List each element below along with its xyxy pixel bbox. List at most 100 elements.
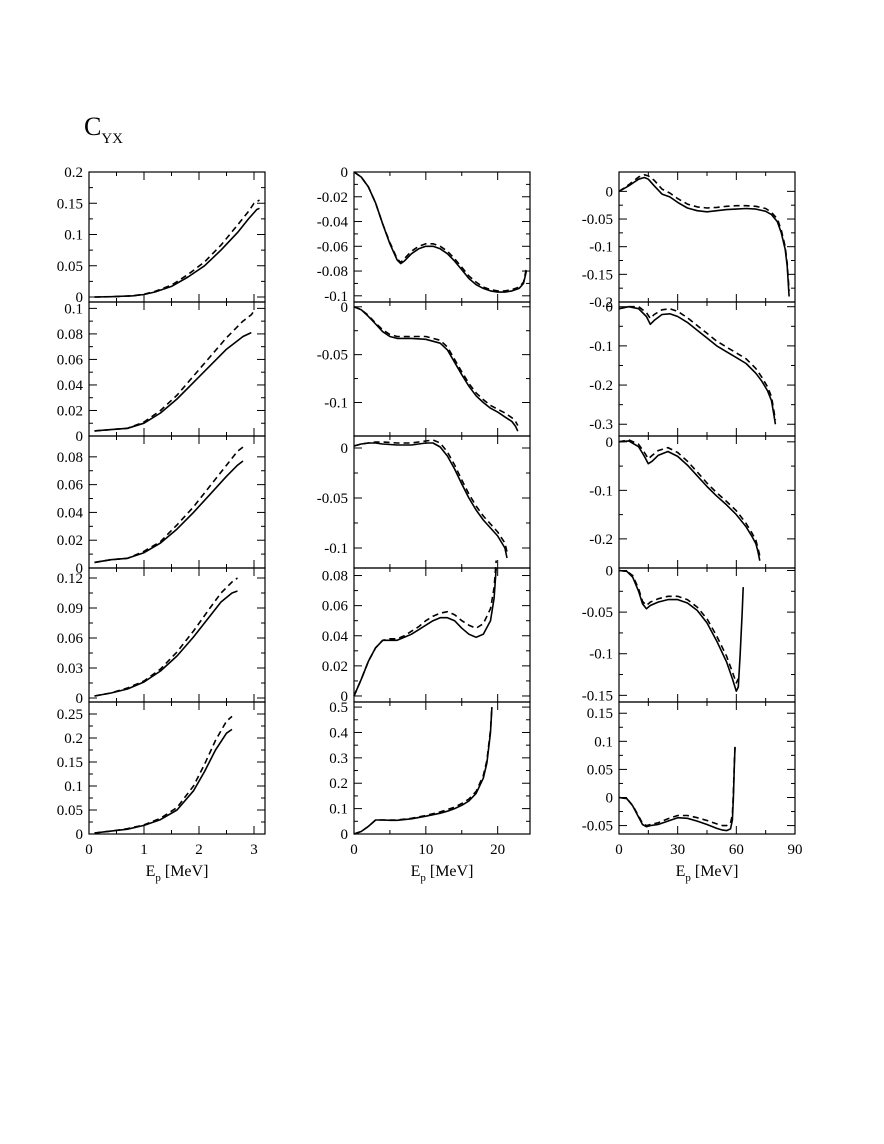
series-line-solid-c3-r3 <box>618 440 761 561</box>
series-line-dashed-c1-r3 <box>94 446 244 564</box>
y-tick-label: 0 <box>606 300 614 316</box>
y-tick-label: 0.1 <box>594 734 613 750</box>
y-tick-label: 0.02 <box>322 659 348 675</box>
x-tick-label: 0 <box>350 842 358 858</box>
series-line-solid-c2-r4 <box>353 567 497 697</box>
panel-frame-c1-r3 <box>88 435 266 569</box>
y-tick-label: -0.15 <box>582 267 613 283</box>
y-tick-label: -0.1 <box>324 289 348 305</box>
y-tick-label: -0.05 <box>582 212 613 228</box>
series-line-dashed-c2-r5 <box>353 707 493 835</box>
y-tick-label: -0.06 <box>317 239 349 255</box>
series-line-dashed-c3-r3 <box>618 439 761 557</box>
series-line-dashed-c1-r2 <box>94 310 255 432</box>
x-axis-label: Ep [MeV] <box>146 863 209 884</box>
y-tick-label: 0 <box>606 184 614 200</box>
y-tick-label: -0.05 <box>582 819 613 835</box>
x-tick-label: 30 <box>670 842 685 858</box>
y-tick-label: 0.15 <box>587 706 613 722</box>
y-tick-label: 0.05 <box>57 803 83 819</box>
y-tick-label: -0.2 <box>589 532 613 548</box>
y-tick-label: 0 <box>606 563 614 579</box>
y-tick-label: 0 <box>341 300 349 316</box>
series-line-dashed-c3-r2 <box>618 305 777 421</box>
y-tick-label: 0.02 <box>57 403 83 419</box>
y-tick-label: 0.1 <box>64 301 83 317</box>
x-axis-label: Ep [MeV] <box>676 863 739 884</box>
y-tick-label: -0.1 <box>324 541 348 557</box>
y-tick-label: -0.02 <box>317 190 348 206</box>
y-tick-label: 0.2 <box>64 165 83 181</box>
panel-frame-c2-r3 <box>353 435 531 569</box>
y-tick-label: 0.08 <box>322 569 348 585</box>
series-line-solid-c2-r5 <box>353 707 493 835</box>
y-tick-label: -0.1 <box>589 240 613 256</box>
panel-frame-c3-r3 <box>618 435 796 569</box>
y-tick-label: 0 <box>76 429 84 445</box>
y-tick-label: 0 <box>606 790 614 806</box>
series-line-solid-c1-r5 <box>94 728 233 834</box>
y-tick-label: 0.1 <box>329 802 348 818</box>
y-tick-label: -0.15 <box>582 688 613 704</box>
y-tick-label: 0 <box>606 435 614 451</box>
y-tick-label: 0.04 <box>322 629 349 645</box>
series-line-dashed-c2-r4 <box>353 560 497 697</box>
y-tick-label: -0.05 <box>582 605 613 621</box>
series-line-solid-c1-r3 <box>94 460 244 564</box>
series-line-dashed-c3-r4 <box>618 569 740 684</box>
panel-frame-c1-r2 <box>88 301 266 437</box>
y-tick-label: -0.2 <box>589 295 613 311</box>
series-line-dashed-c1-r1 <box>94 199 260 298</box>
x-tick-label: 2 <box>195 842 203 858</box>
y-tick-label: 0 <box>76 827 84 843</box>
y-tick-label: 0 <box>76 691 84 707</box>
y-tick-label: 0 <box>341 689 349 705</box>
x-tick-label: 10 <box>418 842 433 858</box>
series-line-solid-c2-r2 <box>353 306 519 432</box>
y-tick-label: 0 <box>341 827 349 843</box>
y-tick-label: 0.08 <box>57 450 83 466</box>
series-line-solid-c3-r4 <box>618 569 744 693</box>
y-tick-label: -0.1 <box>589 339 613 355</box>
y-tick-label: 0.5 <box>329 700 348 716</box>
x-tick-label: 1 <box>140 842 148 858</box>
panel-frame-c1-r5 <box>88 701 266 835</box>
x-tick-label: 0 <box>85 842 93 858</box>
x-tick-label: 60 <box>729 842 744 858</box>
panel-frame-c3-r4 <box>618 567 796 703</box>
y-tick-label: 0.09 <box>57 601 83 617</box>
y-tick-label: 0.15 <box>57 755 83 771</box>
series-line-dashed-c1-r4 <box>94 577 238 697</box>
y-tick-label: 0 <box>76 290 84 306</box>
panel-frame-c3-r5 <box>618 701 796 835</box>
panel-frame-c1-r4 <box>88 567 266 703</box>
y-tick-label: -0.2 <box>589 378 613 394</box>
y-tick-label: 0.12 <box>57 571 83 587</box>
y-tick-label: 0.1 <box>64 228 83 244</box>
panel-frame-c2-r5 <box>353 701 531 835</box>
y-tick-label: 0.04 <box>57 505 84 521</box>
y-tick-label: 0.15 <box>57 196 83 212</box>
series-line-solid-c3-r2 <box>618 305 777 425</box>
y-tick-label: -0.04 <box>317 215 349 231</box>
y-tick-label: 0.05 <box>57 259 83 275</box>
series-line-dashed-c1-r5 <box>94 715 233 834</box>
y-tick-label: 0.06 <box>57 478 84 494</box>
y-tick-label: 0.2 <box>64 731 83 747</box>
series-line-dashed-c3-r1 <box>618 174 790 291</box>
series-line-solid-c1-r2 <box>94 331 252 432</box>
series-line-solid-c1-r4 <box>94 590 238 697</box>
figure-title: CYX <box>84 114 123 147</box>
panel-frame-c3-r1 <box>618 171 796 303</box>
series-line-dashed-c3-r5 <box>618 746 736 827</box>
y-tick-label: -0.1 <box>589 647 613 663</box>
series-line-solid-c3-r5 <box>618 746 736 832</box>
y-tick-label: 0.04 <box>57 378 84 394</box>
y-tick-label: 0.02 <box>57 533 83 549</box>
y-tick-label: 0.1 <box>64 779 83 795</box>
panel-frame-c3-r2 <box>618 301 796 437</box>
y-tick-label: 0.25 <box>57 707 83 723</box>
figure-title-sub: YX <box>101 131 124 147</box>
y-tick-label: 0.06 <box>57 352 84 368</box>
